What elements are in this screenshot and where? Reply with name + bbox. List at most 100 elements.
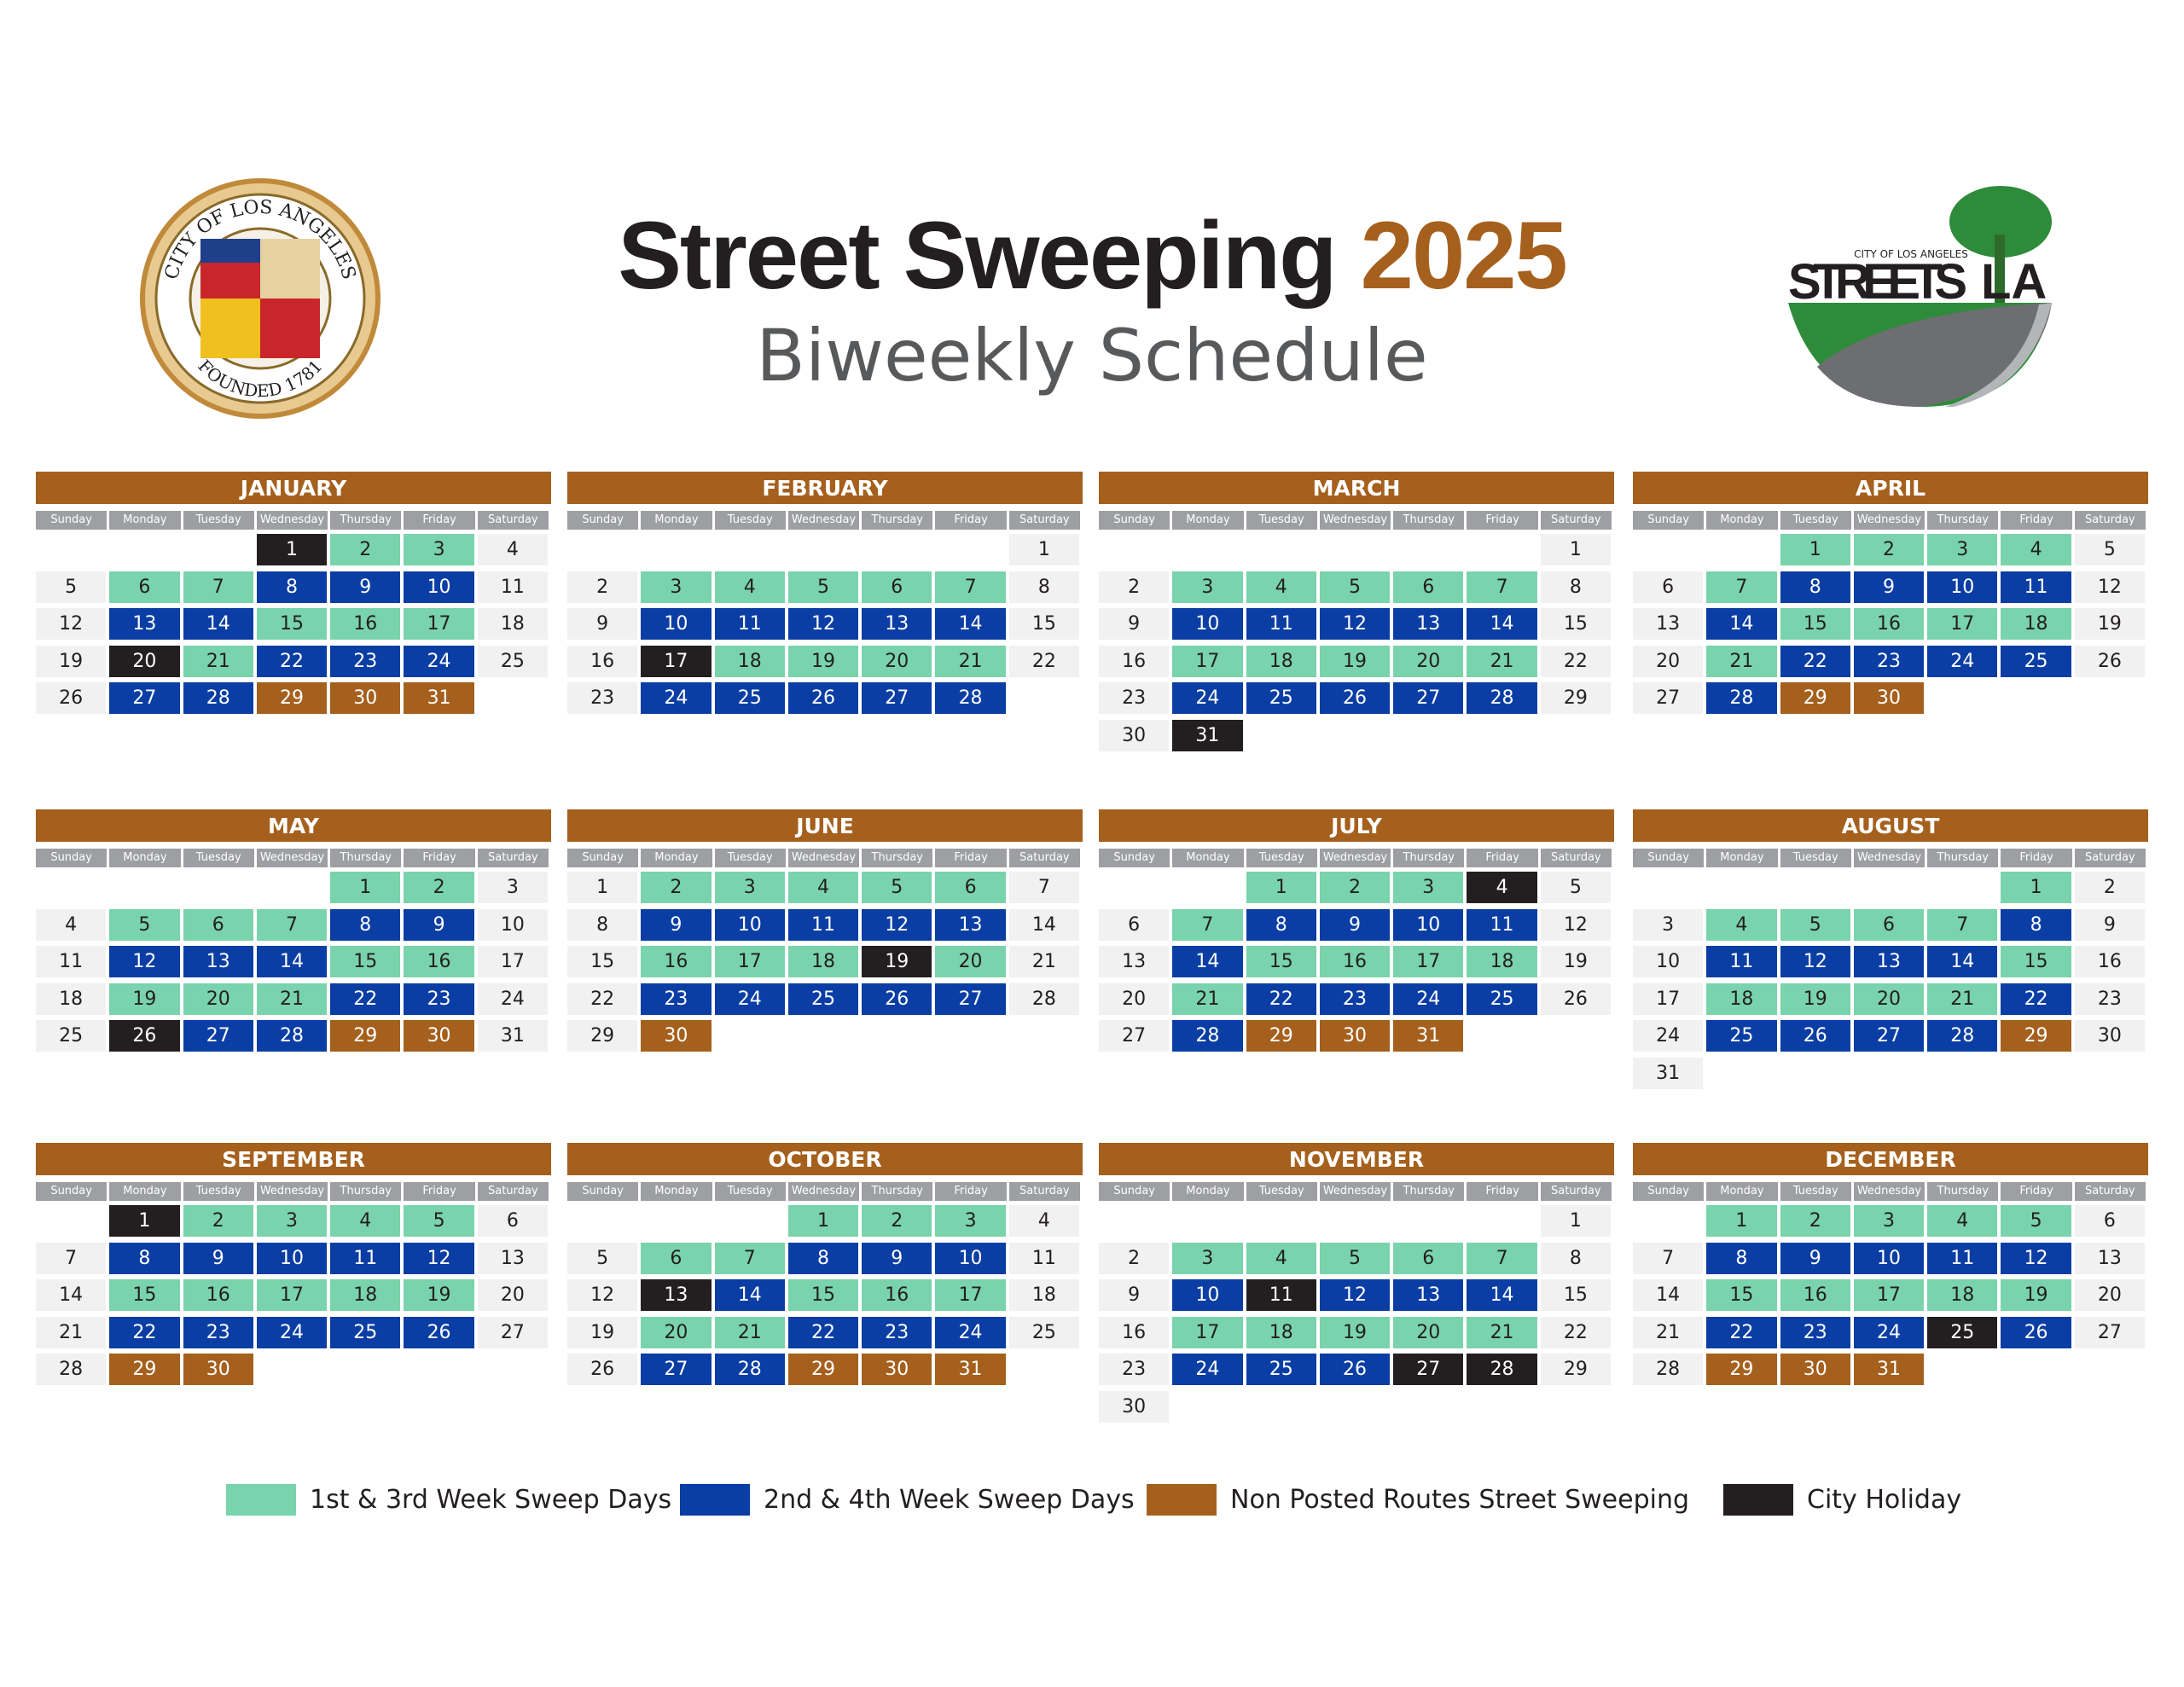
month-header: OCTOBER (567, 1143, 1083, 1175)
day-cell: 29 (567, 1020, 638, 1052)
weekday-label: Saturday (1540, 511, 1612, 530)
day-cell: 17 (1633, 983, 1704, 1015)
day-cell: 14 (714, 1279, 785, 1311)
day-cell: 5 (109, 908, 180, 941)
day-cell: 6 (2074, 1205, 2145, 1237)
day-cell: 11 (1927, 1242, 1998, 1274)
legend-swatch (1723, 1484, 1793, 1516)
day-cell: 5 (1319, 1242, 1391, 1274)
weekday-label: Saturday (477, 511, 549, 530)
day-cell: 14 (1927, 946, 1998, 977)
day-cell: 22 (1008, 645, 1079, 677)
day-cell: 17 (404, 608, 474, 640)
weekday-label: Thursday (1393, 849, 1465, 867)
month-header: AUGUST (1633, 809, 2148, 842)
day-cell: 25 (787, 983, 859, 1015)
day-cell: 16 (567, 645, 638, 677)
day-cell: 3 (1927, 534, 1998, 565)
day-cell: 7 (1927, 908, 1998, 941)
weekday-label: Saturday (1540, 849, 1612, 867)
day-cell: 12 (1319, 608, 1391, 640)
weekday-label: Tuesday (714, 511, 786, 530)
day-cell: 29 (2001, 1020, 2071, 1052)
weekday-label: Saturday (477, 1182, 549, 1201)
day-cell: 30 (1319, 1020, 1391, 1052)
day-cell: 31 (1853, 1354, 1925, 1385)
weekday-label: Saturday (2074, 1182, 2146, 1201)
day-cell: 25 (2001, 645, 2071, 677)
day-cell: 11 (477, 571, 548, 603)
streetsla-logo: CITY OF LOS ANGELES STREETS LA (1788, 186, 2052, 407)
day-cell: 4 (1706, 908, 1777, 941)
title-year: 2025 (1360, 202, 1568, 309)
day-cell: 20 (862, 645, 932, 677)
day-cell: 26 (787, 682, 859, 714)
day-cell: 24 (714, 983, 785, 1015)
day-cell: 3 (256, 1205, 328, 1237)
day-cell: 10 (1393, 908, 1464, 941)
day-cell: 16 (862, 1279, 932, 1311)
weekday-label: Friday (2001, 1182, 2072, 1201)
logo-small-text: CITY OF LOS ANGELES (1854, 248, 1968, 260)
day-cell: 9 (567, 608, 638, 640)
weekday-label: Friday (404, 511, 475, 530)
weekday-label: Sunday (1099, 1182, 1170, 1201)
day-cell: 23 (1099, 1354, 1170, 1385)
weekday-label: Monday (1172, 511, 1244, 530)
day-cell: 25 (477, 645, 548, 677)
day-cell: 9 (862, 1242, 932, 1274)
day-cell: 8 (2001, 908, 2071, 941)
day-cell: 23 (330, 645, 401, 677)
legend-label: 2nd & 4th Week Sweep Days (764, 1485, 1135, 1515)
day-cell: 14 (1633, 1279, 1704, 1311)
day-cell: 1 (1540, 534, 1611, 565)
day-cell: 8 (567, 908, 638, 941)
day-cell: 7 (1706, 571, 1777, 603)
day-cell: 27 (2074, 1316, 2145, 1348)
day-cell: 5 (787, 571, 859, 603)
day-cell: 23 (567, 682, 638, 714)
day-cell: 4 (1246, 1242, 1316, 1274)
weekday-label: Sunday (567, 511, 639, 530)
day-cell: 24 (1172, 1354, 1243, 1385)
day-cell: 8 (1780, 571, 1850, 603)
day-cell: 7 (1467, 1242, 1537, 1274)
day-cell: 22 (1246, 983, 1316, 1015)
day-cell: 18 (714, 645, 785, 677)
weekday-label: Saturday (2074, 849, 2146, 867)
weekday-label: Thursday (862, 1182, 933, 1201)
weekday-label: Monday (109, 849, 181, 867)
day-cell: 8 (1540, 1242, 1611, 1274)
day-cell: 6 (641, 1242, 712, 1274)
day-cell: 8 (1706, 1242, 1777, 1274)
day-cell: 1 (1246, 872, 1316, 903)
day-cell: 24 (641, 682, 712, 714)
day-cell: 9 (183, 1242, 253, 1274)
day-cell: 2 (1099, 571, 1170, 603)
day-cell: 14 (1706, 608, 1777, 640)
day-cell: 15 (1008, 608, 1079, 640)
weekday-label: Friday (1467, 849, 1538, 867)
day-cell: 11 (330, 1242, 401, 1274)
day-cell: 13 (1393, 1279, 1464, 1311)
day-cell: 22 (1706, 1316, 1777, 1348)
day-cell: 7 (256, 908, 328, 941)
weekday-label: Wednesday (787, 1182, 860, 1201)
month-header: DECEMBER (1633, 1143, 2148, 1175)
day-cell: 7 (183, 571, 253, 603)
day-cell: 28 (1172, 1020, 1243, 1052)
day-cell: 2 (862, 1205, 932, 1237)
day-cell: 17 (714, 946, 785, 977)
day-cell: 7 (1008, 872, 1079, 903)
day-cell: 29 (1540, 682, 1611, 714)
day-cell: 12 (787, 608, 859, 640)
weekday-label: Monday (1706, 511, 1778, 530)
day-cell: 15 (256, 608, 328, 640)
day-cell: 19 (1540, 946, 1611, 977)
day-cell: 19 (1780, 983, 1850, 1015)
day-cell: 20 (477, 1279, 548, 1311)
weekday-label: Saturday (1540, 1182, 1612, 1201)
legend-label: City Holiday (1807, 1485, 1962, 1515)
day-cell: 15 (1246, 946, 1316, 977)
weekday-label: Tuesday (1246, 511, 1317, 530)
